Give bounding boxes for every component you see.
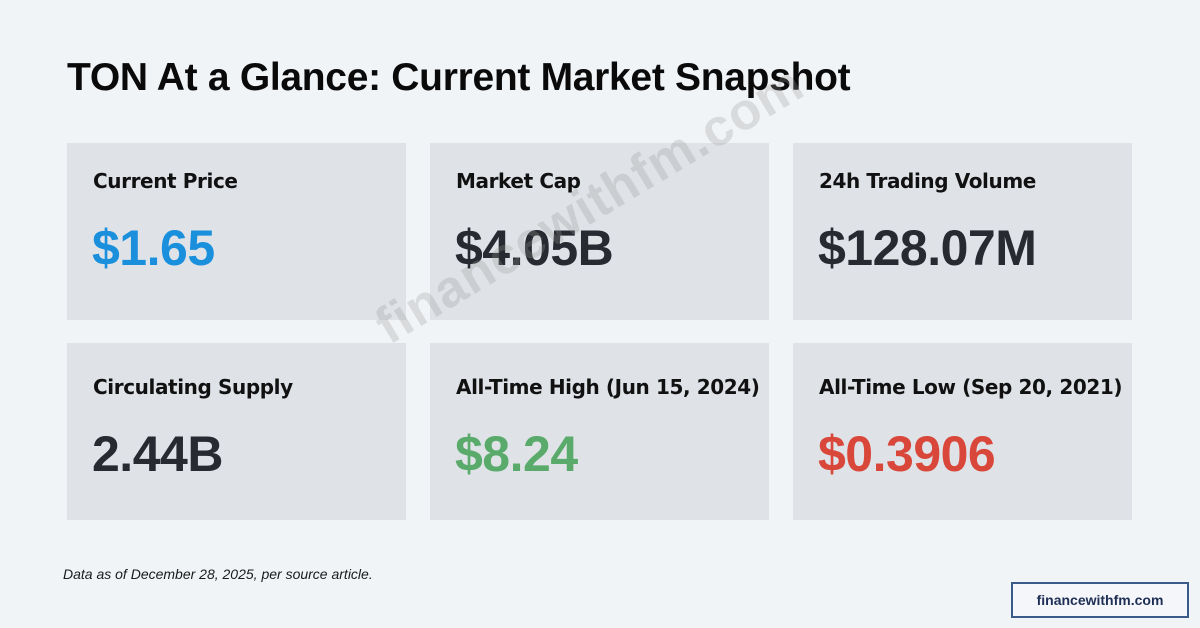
card-label: 24h Trading Volume <box>819 169 1036 193</box>
card-trading-volume: 24h Trading Volume $128.07M <box>793 143 1132 320</box>
card-label: Current Price <box>93 169 238 193</box>
card-current-price: Current Price $1.65 <box>67 143 406 320</box>
card-market-cap: Market Cap $4.05B <box>430 143 769 320</box>
card-circulating-supply: Circulating Supply 2.44B <box>67 343 406 520</box>
card-label: Circulating Supply <box>93 375 293 399</box>
card-all-time-high: All-Time High (Jun 15, 2024) $8.24 <box>430 343 769 520</box>
card-label: Market Cap <box>456 169 581 193</box>
all-time-high-value: $8.24 <box>455 426 578 482</box>
all-time-low-value: $0.3906 <box>818 426 996 482</box>
data-source-note: Data as of December 28, 2025, per source… <box>63 566 373 582</box>
card-label: All-Time High (Jun 15, 2024) <box>456 375 760 399</box>
brand-badge: financewithfm.com <box>1011 582 1189 618</box>
market-cap-value: $4.05B <box>455 220 614 276</box>
card-label: All-Time Low (Sep 20, 2021) <box>819 375 1123 399</box>
trading-volume-value: $128.07M <box>818 220 1037 276</box>
card-all-time-low: All-Time Low (Sep 20, 2021) $0.3906 <box>793 343 1132 520</box>
page-title: TON At a Glance: Current Market Snapshot <box>67 56 851 99</box>
current-price-value: $1.65 <box>92 220 215 276</box>
circulating-supply-value: 2.44B <box>92 426 223 482</box>
